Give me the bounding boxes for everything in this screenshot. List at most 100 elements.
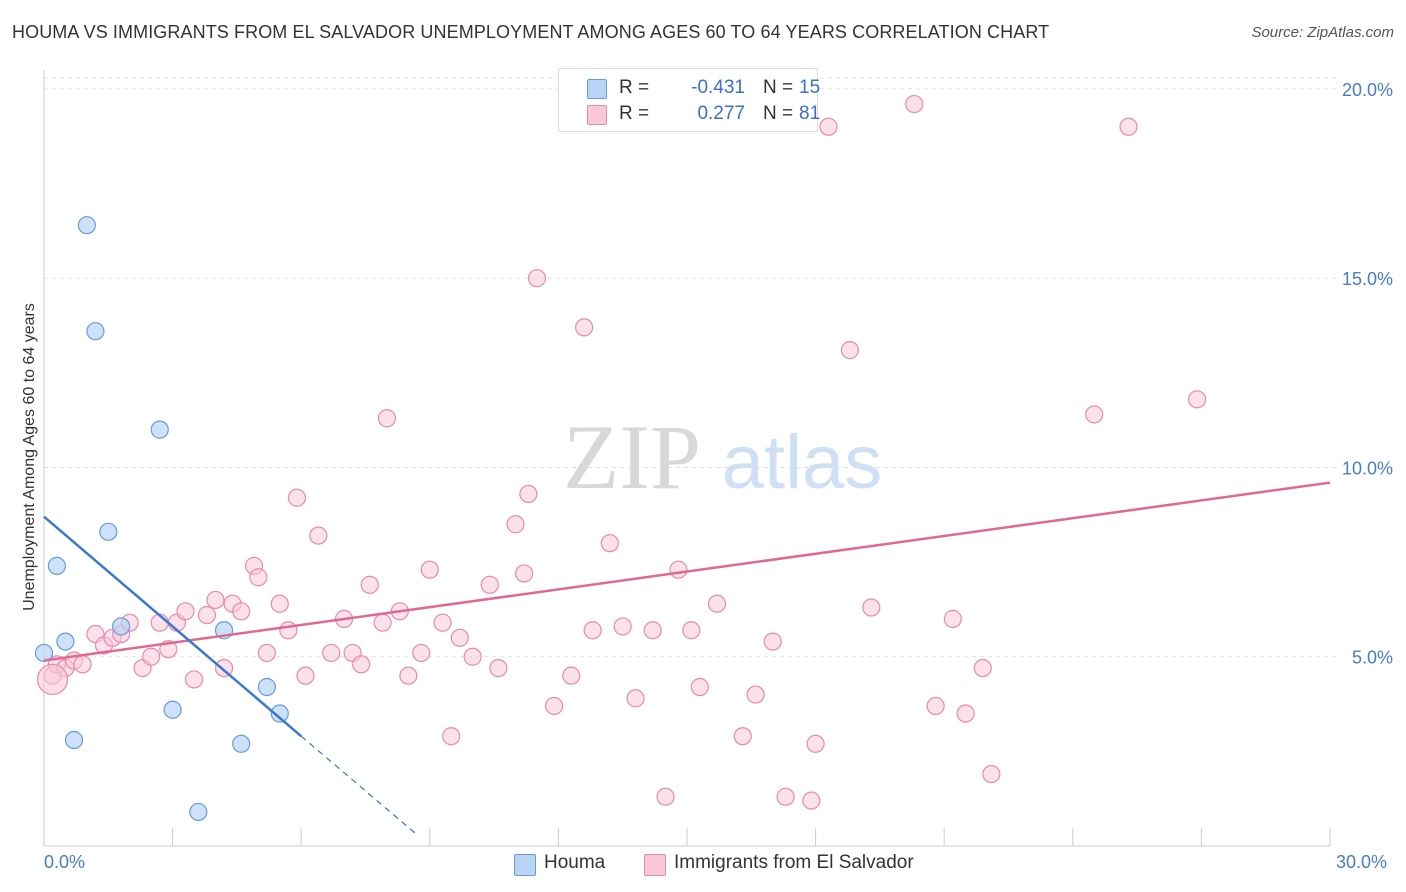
point-houma (56, 632, 75, 651)
y-tick-label: 15.0% (1342, 269, 1393, 289)
y-tick-label: 10.0% (1342, 458, 1393, 478)
axes (43, 70, 1331, 847)
point-el-salvador (352, 655, 371, 674)
trend-line-houma (43, 515, 303, 738)
point-el-salvador (412, 643, 431, 663)
chart-title: HOUMA VS IMMIGRANTS FROM EL SALVADOR UNE… (12, 22, 1050, 42)
point-el-salvador (309, 526, 328, 545)
point-el-salvador (545, 696, 564, 716)
point-el-salvador (399, 666, 418, 685)
point-el-salvador (776, 787, 795, 806)
legend-label-houma: Houma (544, 852, 606, 873)
point-el-salvador (489, 658, 508, 678)
trend-line-el-salvador (43, 481, 1331, 662)
point-el-salvador (643, 621, 662, 640)
point-el-salvador (819, 117, 838, 136)
houma-swatch (514, 854, 536, 876)
point-el-salvador (613, 617, 632, 636)
point-el-salvador (1188, 390, 1207, 409)
point-el-salvador (575, 318, 594, 337)
point-el-salvador (420, 560, 439, 579)
point-el-salvador (926, 696, 945, 716)
point-el-salvador (480, 575, 499, 594)
point-el-salvador (279, 621, 298, 640)
point-el-salvador (296, 666, 315, 685)
point-el-salvador (142, 647, 161, 666)
point-el-salvador (433, 613, 452, 632)
point-el-salvador (1085, 405, 1104, 424)
point-houma (86, 322, 105, 341)
point-el-salvador (506, 515, 525, 534)
point-el-salvador (690, 677, 709, 697)
el-salvador-swatch (587, 105, 607, 125)
point-el-salvador (214, 658, 234, 678)
y-tick-label: 5.0% (1352, 648, 1393, 668)
point-houma (257, 677, 277, 697)
point-el-salvador (806, 734, 825, 753)
point-houma (77, 216, 96, 235)
point-el-salvador (360, 575, 379, 594)
y-tick-label: 20.0% (1342, 80, 1393, 100)
source-label: Source: ZipAtlas.com (1251, 24, 1394, 41)
point-el-salvador (600, 534, 619, 553)
point-el-salvador (1119, 117, 1138, 136)
point-houma (64, 730, 84, 750)
point-el-salvador (682, 621, 701, 640)
point-el-salvador (626, 689, 645, 708)
point-el-salvador (463, 647, 482, 666)
point-el-salvador (982, 764, 1001, 784)
point-houma (189, 802, 208, 822)
stats-legend: R = -0.431 N = 15 R = 0.277 N = 81 (558, 68, 821, 132)
legend-r-value: 0.277 (697, 103, 745, 124)
point-el-salvador (515, 564, 534, 583)
point-el-salvador (287, 488, 307, 507)
legend-n-label: N = (763, 103, 794, 124)
watermark: ZIP atlas (563, 406, 882, 508)
point-el-salvador (377, 409, 397, 428)
point-el-salvador (956, 704, 975, 723)
point-el-salvador (840, 341, 859, 360)
point-el-salvador (746, 685, 765, 704)
legend-r-value: -0.431 (691, 77, 745, 98)
trend-lines (43, 481, 1331, 836)
point-el-salvador (669, 560, 688, 579)
legend-n-label: N = (763, 77, 794, 98)
point-houma (232, 734, 251, 753)
point-el-salvador-large (36, 663, 69, 696)
x-tick-label-min: 0.0% (44, 852, 86, 872)
legend-n-value: 15 (799, 77, 821, 98)
point-el-salvador (527, 269, 547, 288)
point-houma (99, 522, 118, 541)
point-houma (112, 617, 131, 636)
point-el-salvador (373, 613, 392, 632)
point-el-salvador (232, 602, 251, 621)
point-el-salvador (943, 609, 962, 628)
legend-r-label: R = (619, 77, 650, 98)
point-el-salvador (450, 628, 469, 647)
watermark-atlas: atlas (722, 420, 883, 505)
watermark-zip: ZIP (563, 406, 701, 508)
point-el-salvador (707, 594, 727, 613)
houma-swatch (587, 79, 607, 99)
legend-label-el-salvador: Immigrants from El Salvador (674, 852, 914, 873)
point-houma (47, 556, 66, 575)
point-el-salvador (656, 787, 675, 806)
point-el-salvador (442, 727, 461, 746)
point-el-salvador (763, 632, 782, 651)
point-el-salvador (802, 791, 821, 810)
series-legend: Houma Immigrants from El Salvador (0, 852, 1406, 878)
point-houma (34, 643, 54, 663)
point-el-salvador (733, 727, 752, 746)
point-el-salvador (583, 621, 602, 640)
point-el-salvador (176, 602, 195, 621)
y-tick-labels: 5.0% 10.0% 15.0% 20.0% (1342, 80, 1393, 668)
point-el-salvador (905, 94, 924, 114)
legend-r-label: R = (619, 103, 650, 124)
x-tick-label-max: 30.0% (1336, 852, 1388, 872)
point-houma (270, 704, 289, 723)
point-el-salvador (249, 568, 268, 587)
point-el-salvador (562, 666, 581, 685)
el-salvador-swatch (644, 854, 666, 876)
point-el-salvador (519, 484, 538, 504)
point-houma (150, 420, 169, 439)
